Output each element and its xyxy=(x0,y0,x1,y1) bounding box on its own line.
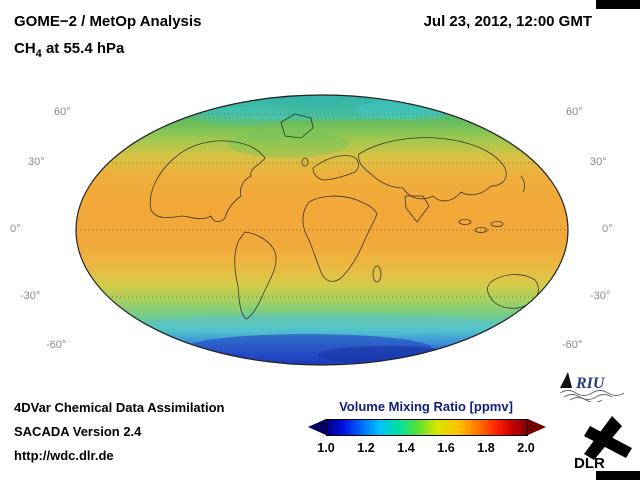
map-outline xyxy=(75,94,569,366)
footer-version: SACADA Version 2.4 xyxy=(14,424,142,439)
lat-label-right-m30: -30° xyxy=(590,290,611,302)
colorbar-tick-1.2: 1.2 xyxy=(357,441,375,455)
pressure-level: at 55.4 hPa xyxy=(41,40,125,57)
colorbar-arrow-left-icon xyxy=(308,419,326,435)
riu-logo-text: RIU xyxy=(575,375,606,392)
colorbar-tick-1.8: 1.8 xyxy=(477,441,495,455)
molecule-symbol: CH xyxy=(14,40,36,57)
lat-label-left-30: 30° xyxy=(28,156,45,168)
colorbar-arrow-right-icon xyxy=(528,419,546,435)
colorbar-tick-1.6: 1.6 xyxy=(437,441,455,455)
dlr-logo-text: DLR xyxy=(574,455,605,470)
coastlines xyxy=(149,113,539,320)
variable-title: CH4 at 55.4 hPa xyxy=(14,40,124,60)
footer-url: http://wdc.dlr.de xyxy=(14,448,114,463)
colorbar-tick-1.4: 1.4 xyxy=(397,441,415,455)
lat-label-right-30: 30° xyxy=(590,156,607,168)
dlr-logo: DLR xyxy=(574,416,632,470)
corner-mark-bottom xyxy=(596,471,640,480)
world-map xyxy=(75,94,569,366)
lat-label-left-m60: -60° xyxy=(46,339,67,351)
lat-label-right-60: 60° xyxy=(566,106,583,118)
timestamp: Jul 23, 2012, 12:00 GMT xyxy=(423,13,592,30)
riu-logo-mark-icon xyxy=(560,372,572,388)
lat-label-left-m30: -30° xyxy=(20,290,41,302)
colorbar xyxy=(308,419,548,436)
dlr-logo-mark-icon xyxy=(584,416,632,460)
map-field xyxy=(76,95,568,365)
riu-logo-waves-icon xyxy=(559,390,625,402)
colorbar-title: Volume Mixing Ratio [ppmv] xyxy=(339,399,513,414)
footer-assimilation: 4DVar Chemical Data Assimilation xyxy=(14,400,225,415)
lat-label-right-m60: -60° xyxy=(562,339,583,351)
molecule-subscript: 4 xyxy=(35,48,42,60)
corner-mark-top xyxy=(596,0,640,9)
page-title: GOME−2 / MetOp Analysis xyxy=(14,13,202,30)
lat-label-right-0: 0° xyxy=(602,223,613,235)
riu-logo: RIU xyxy=(559,372,625,402)
lat-label-left-60: 60° xyxy=(54,106,71,118)
colorbar-gradient xyxy=(326,419,528,436)
colorbar-tick-1.0: 1.0 xyxy=(317,441,335,455)
colorbar-tick-2.0: 2.0 xyxy=(517,441,535,455)
lat-label-left-0: 0° xyxy=(10,223,21,235)
latitude-gridlines xyxy=(76,113,568,347)
